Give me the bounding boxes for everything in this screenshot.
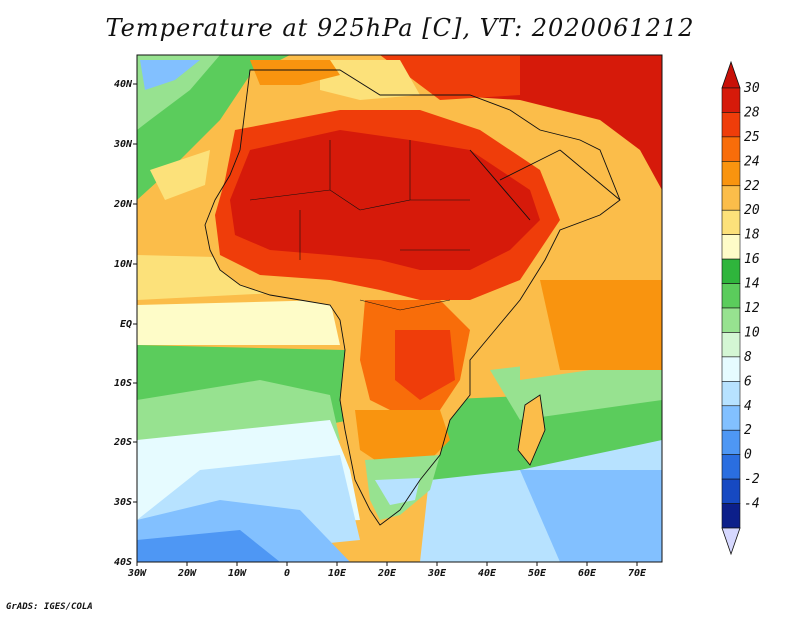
lon-tick-label: 10W (228, 568, 247, 579)
lat-tick-label: 40S (114, 557, 132, 568)
lon-tick-label: 30W (127, 568, 147, 579)
canary-current (150, 150, 210, 200)
colorbar-level-label: 16 (744, 252, 760, 267)
colorbar-level-label: 10 (744, 325, 760, 340)
colorbar-swatch (721, 87, 741, 113)
longitude-axis: 30W 20W 10W 0 10E 20E 30E 40E 50E 60E 70… (127, 562, 647, 579)
africa-coast (204, 69, 621, 526)
mediterranean (320, 60, 420, 100)
lon-tick-label: 40E (478, 568, 497, 579)
madagascar-coast (517, 394, 546, 466)
colorbar-swatch (721, 503, 741, 529)
colorbar-swatch (721, 258, 741, 284)
zambia-hot (395, 330, 455, 400)
colorbar-swatch (721, 161, 741, 187)
colorbar-level-label: 25 (744, 130, 760, 145)
colorbar-swatch (721, 307, 741, 333)
lat-tick-label: 10N (114, 259, 133, 270)
map-title: Temperature at 925hPa [C], VT: 202006121… (105, 14, 695, 42)
colorbar-level-label: 24 (744, 154, 760, 169)
turkey-region (380, 55, 520, 100)
credit-text: GrADS: IGES/COLA (6, 602, 93, 612)
lat-tick-label: EQ (120, 319, 132, 330)
colorbar-level-label: 2 (744, 423, 752, 438)
lat-tick-label: 30S (113, 497, 132, 508)
lon-tick-label: 60E (578, 568, 597, 579)
lat-tick-label: 40N (114, 79, 133, 90)
lon-tick-label: 70E (628, 568, 647, 579)
country-borders (249, 140, 470, 311)
colorbar-level-label: 30 (743, 81, 760, 96)
colorbar-swatches (721, 87, 741, 529)
temperature-field (137, 55, 662, 562)
lat-tick-label: 10S (114, 378, 132, 389)
colorbar-level-label: 0 (744, 448, 752, 463)
lon-tick-label: 20E (377, 568, 397, 579)
lat-tick-label: 20N (113, 199, 133, 210)
red-sea-coast (469, 149, 621, 221)
arabian-sea-warm (540, 280, 662, 370)
colorbar-swatch (721, 332, 741, 358)
indian-ocean-green (430, 390, 662, 480)
lon-tick-label: 50E (528, 568, 547, 579)
colorbar-swatch (721, 356, 741, 382)
colorbar-level-label: 18 (744, 228, 760, 243)
south-atlantic-coldest (137, 530, 280, 562)
colorbar-level-label: 28 (744, 105, 760, 120)
lon-tick-label: 20W (177, 568, 197, 579)
colorbar-top-arrow (721, 60, 741, 89)
colorbar-level-label: 4 (744, 399, 752, 414)
colorbar-level-label: 22 (744, 179, 760, 194)
south-atlantic-pale (137, 300, 340, 345)
colorbar-swatch (721, 209, 741, 235)
colorbar-swatch (721, 283, 741, 309)
lon-tick-marks (136, 562, 638, 566)
colorbar-level-label: -4 (744, 497, 760, 512)
colorbar-swatch (721, 112, 741, 138)
colorbar-bottom-arrow (721, 527, 741, 556)
indian-ocean-south-deep (520, 470, 662, 562)
colorbar-level-label: 8 (744, 350, 752, 365)
lon-tick-label: 0 (284, 568, 290, 579)
colorbar-swatch (721, 429, 741, 455)
south-africa-cold (375, 478, 420, 505)
colorbar-swatch (721, 185, 741, 211)
colorbar-swatch (721, 405, 741, 431)
colorbar-level-label: 6 (744, 374, 752, 389)
madagascar (518, 395, 545, 465)
coastlines (204, 69, 621, 526)
sahara-hottest (230, 130, 540, 270)
colorbar-level-label: 20 (744, 203, 760, 218)
iberia (250, 60, 340, 85)
colorbar-swatch (721, 454, 741, 480)
latitude-axis: 40N 30N 20N 10N EQ 10S 20S 30S 40S (113, 79, 137, 568)
colorbar-level-label: 12 (744, 301, 760, 316)
colorbar-swatch (721, 136, 741, 162)
north-atlantic-coldest (140, 60, 200, 90)
colorbar-swatch (721, 381, 741, 407)
southern-africa-warm (355, 410, 450, 470)
lat-tick-label: 20S (113, 437, 132, 448)
colorbar-swatch (721, 478, 741, 504)
map-frame (136, 54, 663, 563)
lon-tick-label: 30E (427, 568, 447, 579)
colorbar-swatch (721, 234, 741, 260)
colorbar-level-label: -2 (744, 472, 760, 487)
colorbar-level-label: 14 (744, 277, 760, 292)
lat-tick-marks (133, 83, 137, 503)
lon-tick-label: 10E (328, 568, 347, 579)
lat-tick-label: 30N (113, 139, 133, 150)
